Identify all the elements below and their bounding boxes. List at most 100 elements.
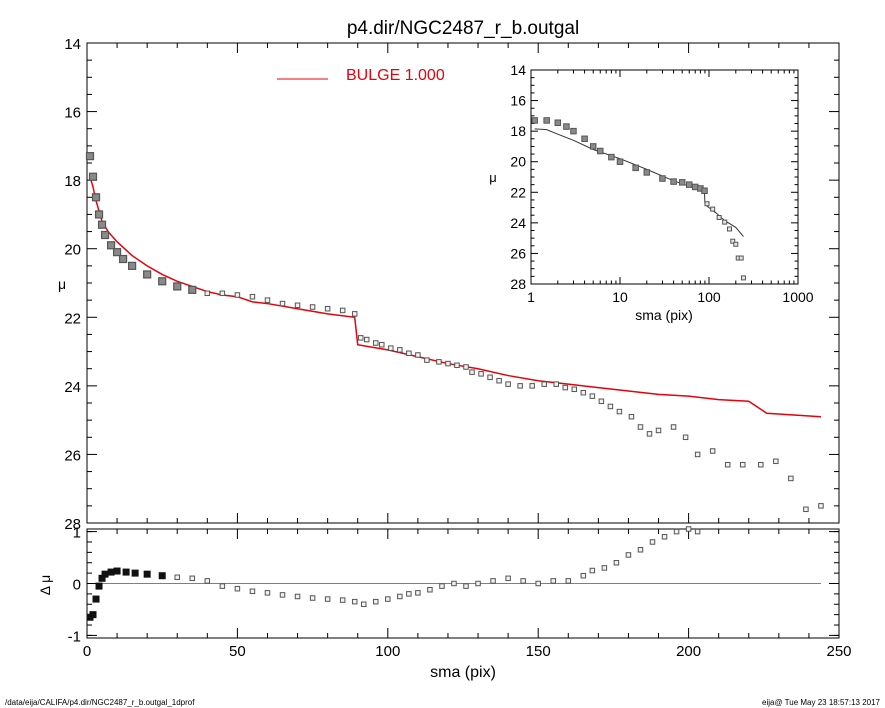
main-data-point xyxy=(478,371,484,377)
footer-path: /data/eija/CALIFA/p4.dir/NGC2487_r_b.out… xyxy=(5,698,195,707)
main-data-point xyxy=(97,220,107,229)
main-data-point xyxy=(637,424,644,430)
main-data-point xyxy=(100,230,110,240)
residual-y-tick-label: 1 xyxy=(73,525,81,542)
residual-data-point xyxy=(649,539,656,545)
x-tick-label: 50 xyxy=(229,643,246,660)
residual-data-point xyxy=(580,572,587,579)
inset-x-tick-label: 100 xyxy=(697,289,721,305)
main-data-point xyxy=(463,364,469,370)
residual-data-point xyxy=(490,578,496,584)
residual-data-point xyxy=(535,580,541,587)
main-data-point xyxy=(487,374,493,381)
main-data-point xyxy=(517,383,523,389)
inset-y-tick-label: 18 xyxy=(510,123,526,139)
residual-data-point xyxy=(694,528,701,535)
x-tick-label: 100 xyxy=(375,643,400,660)
main-data-point xyxy=(628,413,635,420)
main-data-point xyxy=(496,377,502,384)
residual-data-point xyxy=(439,583,445,589)
main-y-axis-label: μ xyxy=(58,276,66,292)
main-data-point xyxy=(351,311,358,317)
x-tick-label: 250 xyxy=(826,643,851,660)
residual-data-point xyxy=(397,593,403,600)
inset-data-point xyxy=(716,215,722,221)
residual-data-point xyxy=(219,583,226,589)
main-data-point xyxy=(373,340,379,346)
main-data-point xyxy=(415,352,421,358)
main-data-point xyxy=(580,389,587,396)
inset-data-point xyxy=(730,238,736,244)
main-axis-ticks: 14 16 18 20 22 24 26 28 xyxy=(64,36,840,533)
inset-data-point xyxy=(570,127,577,135)
main-data-point xyxy=(758,461,764,468)
main-data-point xyxy=(88,172,98,181)
residual-data-point xyxy=(451,580,457,587)
main-data-point xyxy=(128,261,137,270)
main-y-tick-label: 20 xyxy=(64,242,81,259)
main-data-point xyxy=(158,277,167,286)
main-data-point xyxy=(571,386,578,393)
main-data-point xyxy=(541,381,547,387)
main-data-point xyxy=(616,408,623,415)
residual-data-point xyxy=(107,568,115,576)
inset-axis-ticks: 14 16 18 20 22 24 26 281 10 100 1000 xyxy=(510,62,813,305)
main-data-point xyxy=(454,362,460,369)
residual-data-point xyxy=(158,572,166,580)
residual-data-point xyxy=(264,590,271,596)
inset-x-axis-label: sma (pix) xyxy=(635,307,693,323)
inset-data-point xyxy=(554,119,562,126)
main-y-tick-label: 24 xyxy=(64,379,81,396)
main-data-point xyxy=(118,254,128,264)
main-data-point xyxy=(309,304,316,310)
main-data-point xyxy=(553,381,559,387)
residual-axis-ticks: 10-10 50 100 150 200 250 xyxy=(68,525,852,660)
inset-panel: 14 16 18 20 22 24 26 281 10 100 1000 μ sma (pix) xyxy=(489,62,814,323)
main-data-point xyxy=(670,424,677,430)
inset-data-point xyxy=(608,153,615,161)
residual-data-point xyxy=(204,578,211,584)
residual-data-point xyxy=(475,580,481,587)
residual-data-point xyxy=(143,570,151,578)
main-data-point xyxy=(234,292,241,298)
main-data-point xyxy=(91,193,101,202)
main-data-point xyxy=(424,357,430,363)
main-data-point xyxy=(279,300,286,307)
residual-data-point xyxy=(427,586,433,593)
inset-data-point xyxy=(740,275,746,281)
main-data-point xyxy=(85,152,95,161)
inset-y-tick-label: 16 xyxy=(510,93,526,109)
inset-data-point xyxy=(643,169,651,176)
inset-data-point xyxy=(581,135,588,143)
main-data-point xyxy=(112,248,122,257)
main-data-point xyxy=(436,359,442,365)
inset-data-point xyxy=(704,201,710,207)
residual-data-point xyxy=(309,595,316,601)
legend-label: BULGE 1.000 xyxy=(346,67,445,84)
main-data-point xyxy=(249,293,256,300)
inset-y-tick-label: 26 xyxy=(510,245,526,261)
residual-data-point xyxy=(131,569,139,577)
main-data-point xyxy=(646,431,653,437)
inset-data-point xyxy=(632,164,639,172)
residual-data-point xyxy=(685,526,692,532)
residual-data-point xyxy=(373,598,379,605)
main-data-point xyxy=(694,451,701,458)
inset-data-series xyxy=(531,117,746,281)
main-y-tick-label: 28 xyxy=(64,516,81,533)
main-data-point xyxy=(357,335,364,341)
residual-data-point xyxy=(673,528,680,535)
residual-data-point xyxy=(625,552,632,558)
residual-data-point xyxy=(550,578,556,584)
inset-y-axis-label: μ xyxy=(489,170,497,185)
residual-data-point xyxy=(351,598,358,605)
main-data-point xyxy=(294,302,301,309)
residual-data-point xyxy=(339,597,346,603)
x-tick-label: 150 xyxy=(526,643,551,660)
bulge-model-line xyxy=(89,176,821,418)
inset-data-point xyxy=(722,219,728,225)
main-data-point xyxy=(655,427,662,434)
residual-data-point xyxy=(406,591,412,597)
main-data-point xyxy=(562,384,569,391)
residual-data-point xyxy=(95,582,103,590)
